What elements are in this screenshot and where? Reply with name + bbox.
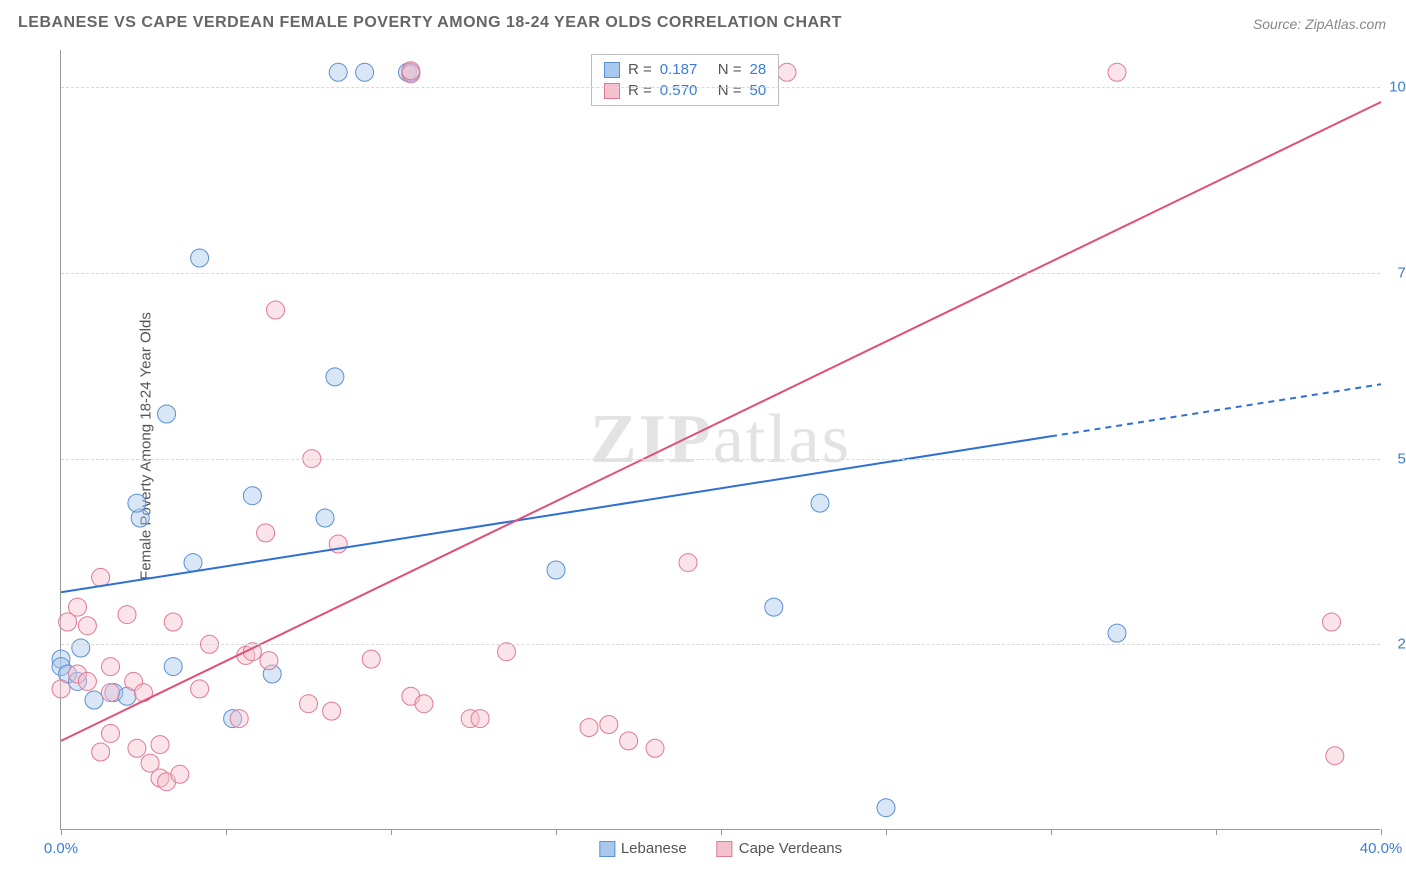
x-tick [61, 829, 62, 835]
stats-row: R = 0.570 N = 50 [604, 80, 766, 101]
data-point [92, 568, 110, 586]
x-tick [1216, 829, 1217, 835]
legend-swatch [717, 841, 733, 857]
data-point [316, 509, 334, 527]
data-point [620, 732, 638, 750]
data-point [811, 494, 829, 512]
data-point [323, 702, 341, 720]
data-point [52, 680, 70, 698]
data-point [362, 650, 380, 668]
data-point [164, 658, 182, 676]
legend-label: Lebanese [621, 840, 687, 857]
data-point [257, 524, 275, 542]
data-point [356, 63, 374, 81]
x-tick [886, 829, 887, 835]
data-point [1108, 624, 1126, 642]
data-point [128, 739, 146, 757]
x-tick [226, 829, 227, 835]
x-tick [1381, 829, 1382, 835]
y-tick-label: 25.0% [1397, 636, 1406, 653]
n-label: N = [718, 59, 742, 80]
data-point [128, 494, 146, 512]
data-point [326, 368, 344, 386]
gridline-h [61, 644, 1380, 645]
data-point [267, 301, 285, 319]
data-point [498, 643, 516, 661]
data-point [547, 561, 565, 579]
n-value: 50 [750, 80, 767, 101]
data-point [151, 736, 169, 754]
data-point [877, 799, 895, 817]
x-tick [1051, 829, 1052, 835]
legend-label: Cape Verdeans [739, 840, 842, 857]
data-point [184, 554, 202, 572]
trend-line-extrapolated [1051, 384, 1381, 436]
x-tick [721, 829, 722, 835]
x-tick-label: 0.0% [44, 840, 78, 857]
x-tick [391, 829, 392, 835]
data-point [191, 249, 209, 267]
data-point [679, 554, 697, 572]
plot-svg [61, 50, 1380, 829]
legend-swatch [604, 83, 620, 99]
data-point [171, 765, 189, 783]
gridline-h [61, 273, 1380, 274]
data-point [69, 598, 87, 616]
legend-item: Lebanese [599, 840, 687, 857]
gridline-h [61, 87, 1380, 88]
y-tick-label: 100.0% [1389, 79, 1406, 96]
legend-item: Cape Verdeans [717, 840, 842, 857]
r-value: 0.187 [660, 59, 710, 80]
data-point [85, 691, 103, 709]
stats-row: R = 0.187 N = 28 [604, 59, 766, 80]
data-point [402, 62, 420, 80]
data-point [646, 739, 664, 757]
r-label: R = [628, 59, 652, 80]
r-label: R = [628, 80, 652, 101]
y-tick-label: 75.0% [1397, 264, 1406, 281]
data-point [118, 606, 136, 624]
y-tick-label: 50.0% [1397, 450, 1406, 467]
legend-swatch [604, 62, 620, 78]
stats-box: R = 0.187 N = 28 R = 0.570 N = 50 [591, 54, 779, 106]
legend-swatch [599, 841, 615, 857]
n-value: 28 [750, 59, 767, 80]
data-point [230, 710, 248, 728]
n-label: N = [718, 80, 742, 101]
data-point [158, 405, 176, 423]
data-point [580, 718, 598, 736]
data-point [72, 639, 90, 657]
data-point [1108, 63, 1126, 81]
data-point [191, 680, 209, 698]
data-point [243, 487, 261, 505]
data-point [92, 743, 110, 761]
data-point [415, 695, 433, 713]
data-point [778, 63, 796, 81]
data-point [102, 658, 120, 676]
data-point [78, 672, 96, 690]
legend-bottom: Lebanese Cape Verdeans [599, 840, 842, 857]
chart-container: LEBANESE VS CAPE VERDEAN FEMALE POVERTY … [0, 0, 1406, 892]
data-point [1326, 747, 1344, 765]
data-point [600, 716, 618, 734]
data-point [300, 695, 318, 713]
data-point [471, 710, 489, 728]
x-tick-label: 40.0% [1360, 840, 1403, 857]
r-value: 0.570 [660, 80, 710, 101]
plot-area: ZIPatlas R =0.187N =28R =0.570N =50 Leba… [60, 50, 1380, 830]
data-point [329, 63, 347, 81]
data-point [1323, 613, 1341, 631]
data-point [260, 652, 278, 670]
x-tick [556, 829, 557, 835]
data-point [102, 724, 120, 742]
chart-title: LEBANESE VS CAPE VERDEAN FEMALE POVERTY … [18, 14, 842, 32]
gridline-h [61, 459, 1380, 460]
data-point [78, 617, 96, 635]
source-label: Source: ZipAtlas.com [1253, 16, 1386, 32]
data-point [164, 613, 182, 631]
data-point [102, 684, 120, 702]
data-point [765, 598, 783, 616]
